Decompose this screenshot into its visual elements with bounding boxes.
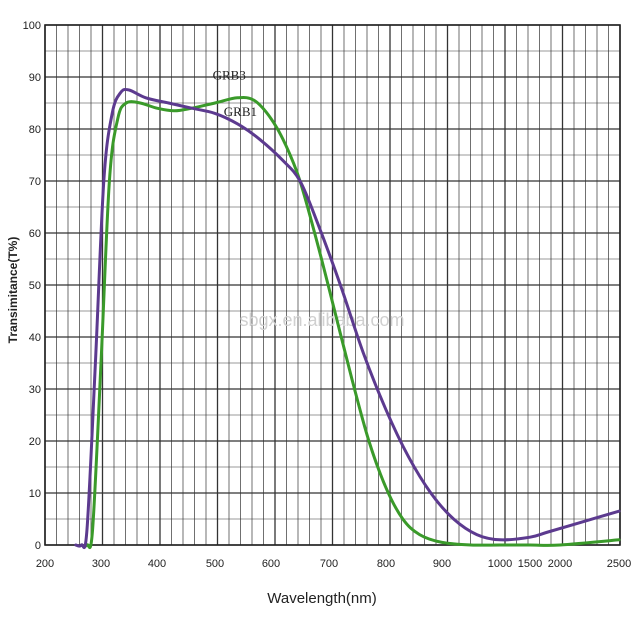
watermark: sbgx.en.alibaba.com (239, 310, 404, 330)
y-tick-label: 50 (29, 280, 41, 292)
y-tick-label: 60 (29, 228, 41, 240)
series-label-grb1: GRB1 (224, 104, 257, 119)
series-labels: GRB3 GRB1 (213, 68, 257, 119)
x-tick-label: 2500 (607, 558, 631, 570)
y-tick-label: 30 (29, 384, 41, 396)
x-tick-label: 800 (377, 558, 395, 570)
y-tick-label: 100 (23, 20, 41, 32)
x-tick-label: 500 (206, 558, 224, 570)
series-label-grb3: GRB3 (213, 68, 246, 83)
x-tick-label: 200 (36, 558, 54, 570)
y-tick-label: 90 (29, 72, 41, 84)
x-tick-label: 400 (148, 558, 166, 570)
x-tick-labels: 200 300 400 500 600 700 800 900 1000 1500 2000 2500 (36, 558, 631, 570)
y-tick-label: 10 (29, 488, 41, 500)
x-tick-label: 2000 (548, 558, 572, 570)
y-axis-label: Transimitance(T%) (6, 237, 20, 344)
y-tick-label: 40 (29, 332, 41, 344)
y-tick-label: 70 (29, 176, 41, 188)
x-tick-label: 700 (320, 558, 338, 570)
y-tick-label: 20 (29, 436, 41, 448)
y-tick-label: 80 (29, 124, 41, 136)
x-tick-label: 900 (433, 558, 451, 570)
grid (44, 24, 621, 546)
series-line-grb1 (74, 87, 621, 550)
x-axis-label: Wavelength(nm) (267, 590, 376, 607)
x-tick-label: 1500 (518, 558, 542, 570)
x-tick-label: 1000 (488, 558, 512, 570)
series-layer (74, 87, 621, 550)
series-line-grb3 (79, 96, 621, 550)
x-tick-label: 300 (92, 558, 110, 570)
plot-frame (44, 24, 621, 546)
y-tick-label: 0 (35, 540, 41, 552)
x-tick-label: 600 (262, 558, 280, 570)
y-tick-labels: 0 10 20 30 40 50 60 70 80 90 100 (23, 20, 41, 552)
